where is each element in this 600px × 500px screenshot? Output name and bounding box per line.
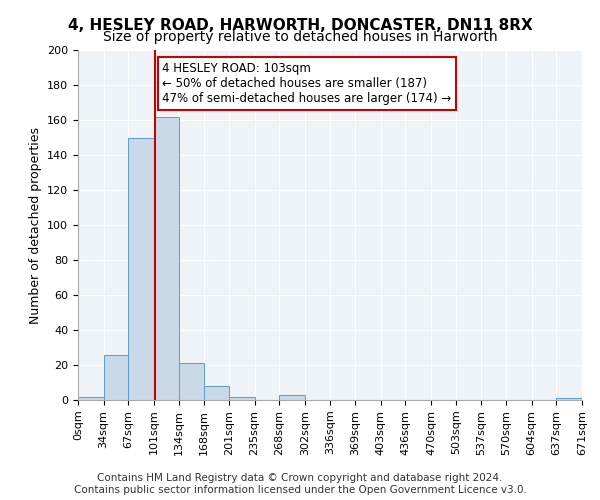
Bar xyxy=(104,354,128,400)
Text: Size of property relative to detached houses in Harworth: Size of property relative to detached ho… xyxy=(103,30,497,44)
Bar xyxy=(128,138,154,400)
Bar xyxy=(154,116,179,400)
Bar xyxy=(556,398,582,400)
Bar xyxy=(204,386,229,400)
Bar xyxy=(179,363,204,400)
Bar xyxy=(78,396,104,400)
Y-axis label: Number of detached properties: Number of detached properties xyxy=(29,126,41,324)
Text: 4 HESLEY ROAD: 103sqm
← 50% of detached houses are smaller (187)
47% of semi-det: 4 HESLEY ROAD: 103sqm ← 50% of detached … xyxy=(163,62,452,105)
Bar xyxy=(229,396,254,400)
Text: 4, HESLEY ROAD, HARWORTH, DONCASTER, DN11 8RX: 4, HESLEY ROAD, HARWORTH, DONCASTER, DN1… xyxy=(68,18,532,32)
Bar xyxy=(279,395,305,400)
Text: Contains HM Land Registry data © Crown copyright and database right 2024.
Contai: Contains HM Land Registry data © Crown c… xyxy=(74,474,526,495)
